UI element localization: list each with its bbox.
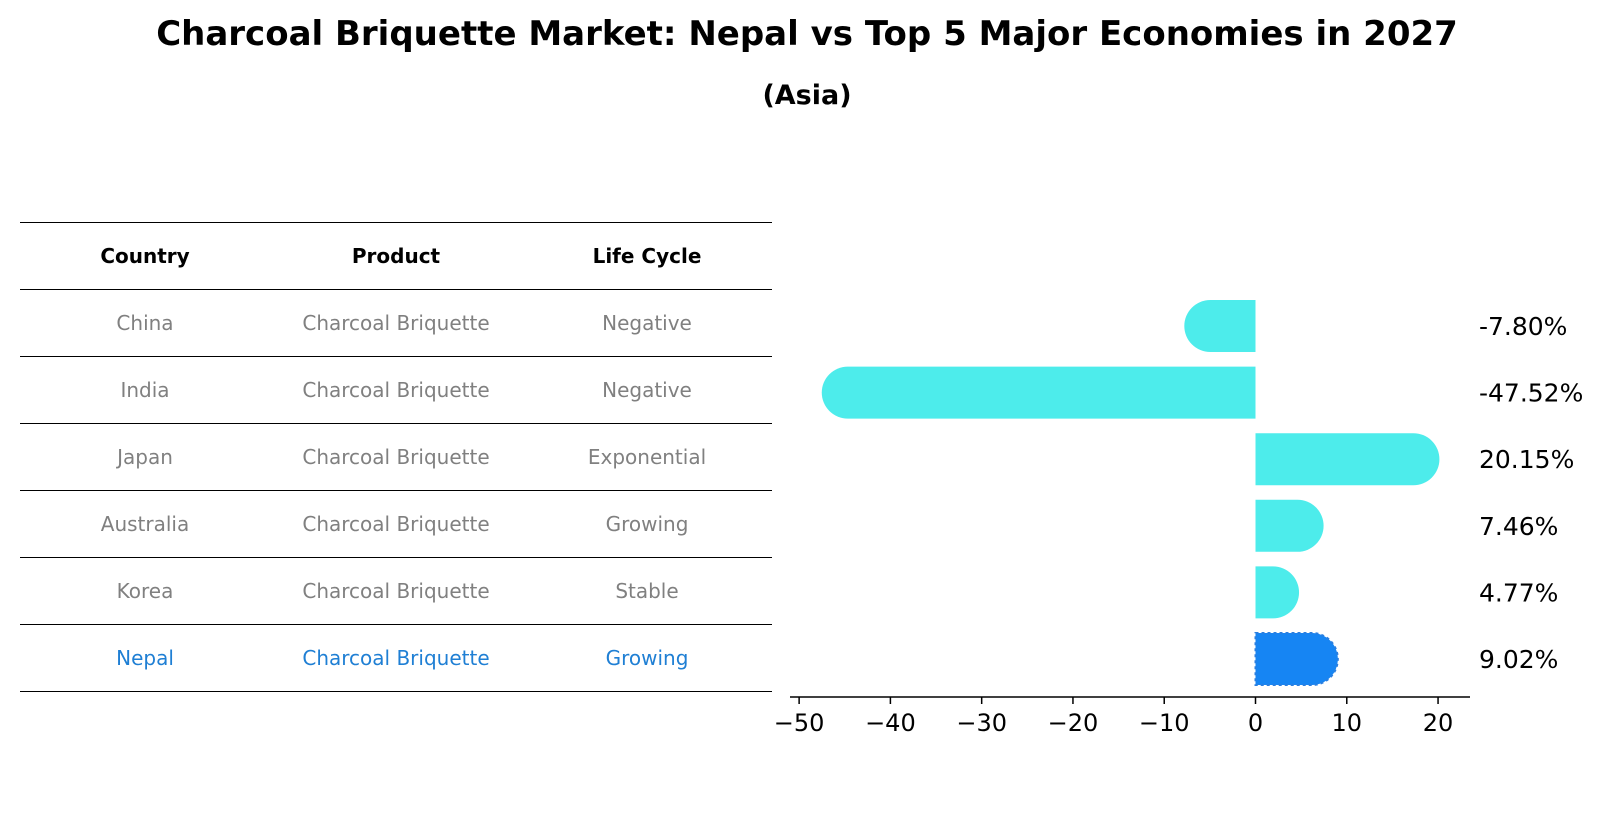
- x-tick-label: −20: [1048, 709, 1099, 737]
- chart-subtitle: (Asia): [762, 80, 852, 111]
- country-cell: Japan: [117, 445, 173, 469]
- product-cell: Charcoal Briquette: [302, 378, 490, 402]
- country-cell: Nepal: [116, 646, 174, 670]
- header-country: Country: [100, 244, 190, 268]
- table-row: China Charcoal Briquette Negative: [20, 289, 772, 356]
- value-label: 7.46%: [1479, 512, 1558, 541]
- table-row: Japan Charcoal Briquette Exponential: [20, 423, 772, 490]
- product-cell: Charcoal Briquette: [302, 512, 490, 536]
- bar-india: [821, 366, 1256, 419]
- value-label: -7.80%: [1479, 312, 1567, 341]
- header-life-cycle: Life Cycle: [592, 244, 702, 268]
- life-cycle-cell: Negative: [602, 311, 692, 335]
- life-cycle-cell: Growing: [605, 646, 689, 670]
- x-tick-label: 10: [1332, 709, 1363, 737]
- value-label: -47.52%: [1479, 379, 1583, 408]
- life-cycle-cell: Stable: [615, 579, 679, 603]
- x-tick-label: −30: [956, 709, 1007, 737]
- country-cell: Korea: [116, 579, 174, 603]
- x-tick-label: 20: [1423, 709, 1454, 737]
- table-row: Korea Charcoal Briquette Stable: [20, 557, 772, 624]
- table-row: India Charcoal Briquette Negative: [20, 356, 772, 423]
- life-cycle-cell: Negative: [602, 378, 692, 402]
- bar-japan: [1255, 433, 1440, 486]
- country-cell: India: [120, 378, 170, 402]
- bar-china: [1184, 300, 1256, 352]
- product-cell: Charcoal Briquette: [302, 311, 490, 335]
- value-label: 20.15%: [1479, 445, 1574, 474]
- table-row: Australia Charcoal Briquette Growing: [20, 490, 772, 557]
- value-label: 4.77%: [1479, 578, 1558, 607]
- bar-korea: [1255, 566, 1300, 619]
- x-tick-label: −50: [774, 709, 825, 737]
- product-cell: Charcoal Briquette: [302, 445, 490, 469]
- product-cell: Charcoal Briquette: [302, 646, 490, 670]
- chart-title: Charcoal Briquette Market: Nepal vs Top …: [156, 14, 1458, 54]
- table-header-row: Country Product Life Cycle: [20, 222, 772, 289]
- data-table: Country Product Life Cycle China Charcoa…: [20, 222, 772, 692]
- life-cycle-cell: Exponential: [587, 445, 707, 469]
- life-cycle-cell: Growing: [605, 512, 689, 536]
- table-row-highlight: Nepal Charcoal Briquette Growing: [20, 624, 772, 692]
- bar-nepal: [1254, 632, 1339, 686]
- header-product: Product: [351, 244, 441, 268]
- country-cell: China: [116, 311, 174, 335]
- product-cell: Charcoal Briquette: [302, 579, 490, 603]
- x-tick-label: 0: [1248, 709, 1263, 737]
- bar-australia: [1255, 499, 1324, 552]
- x-tick-label: −10: [1139, 709, 1190, 737]
- value-label: 9.02%: [1479, 645, 1558, 674]
- country-cell: Australia: [100, 512, 190, 536]
- x-tick-label: −40: [865, 709, 916, 737]
